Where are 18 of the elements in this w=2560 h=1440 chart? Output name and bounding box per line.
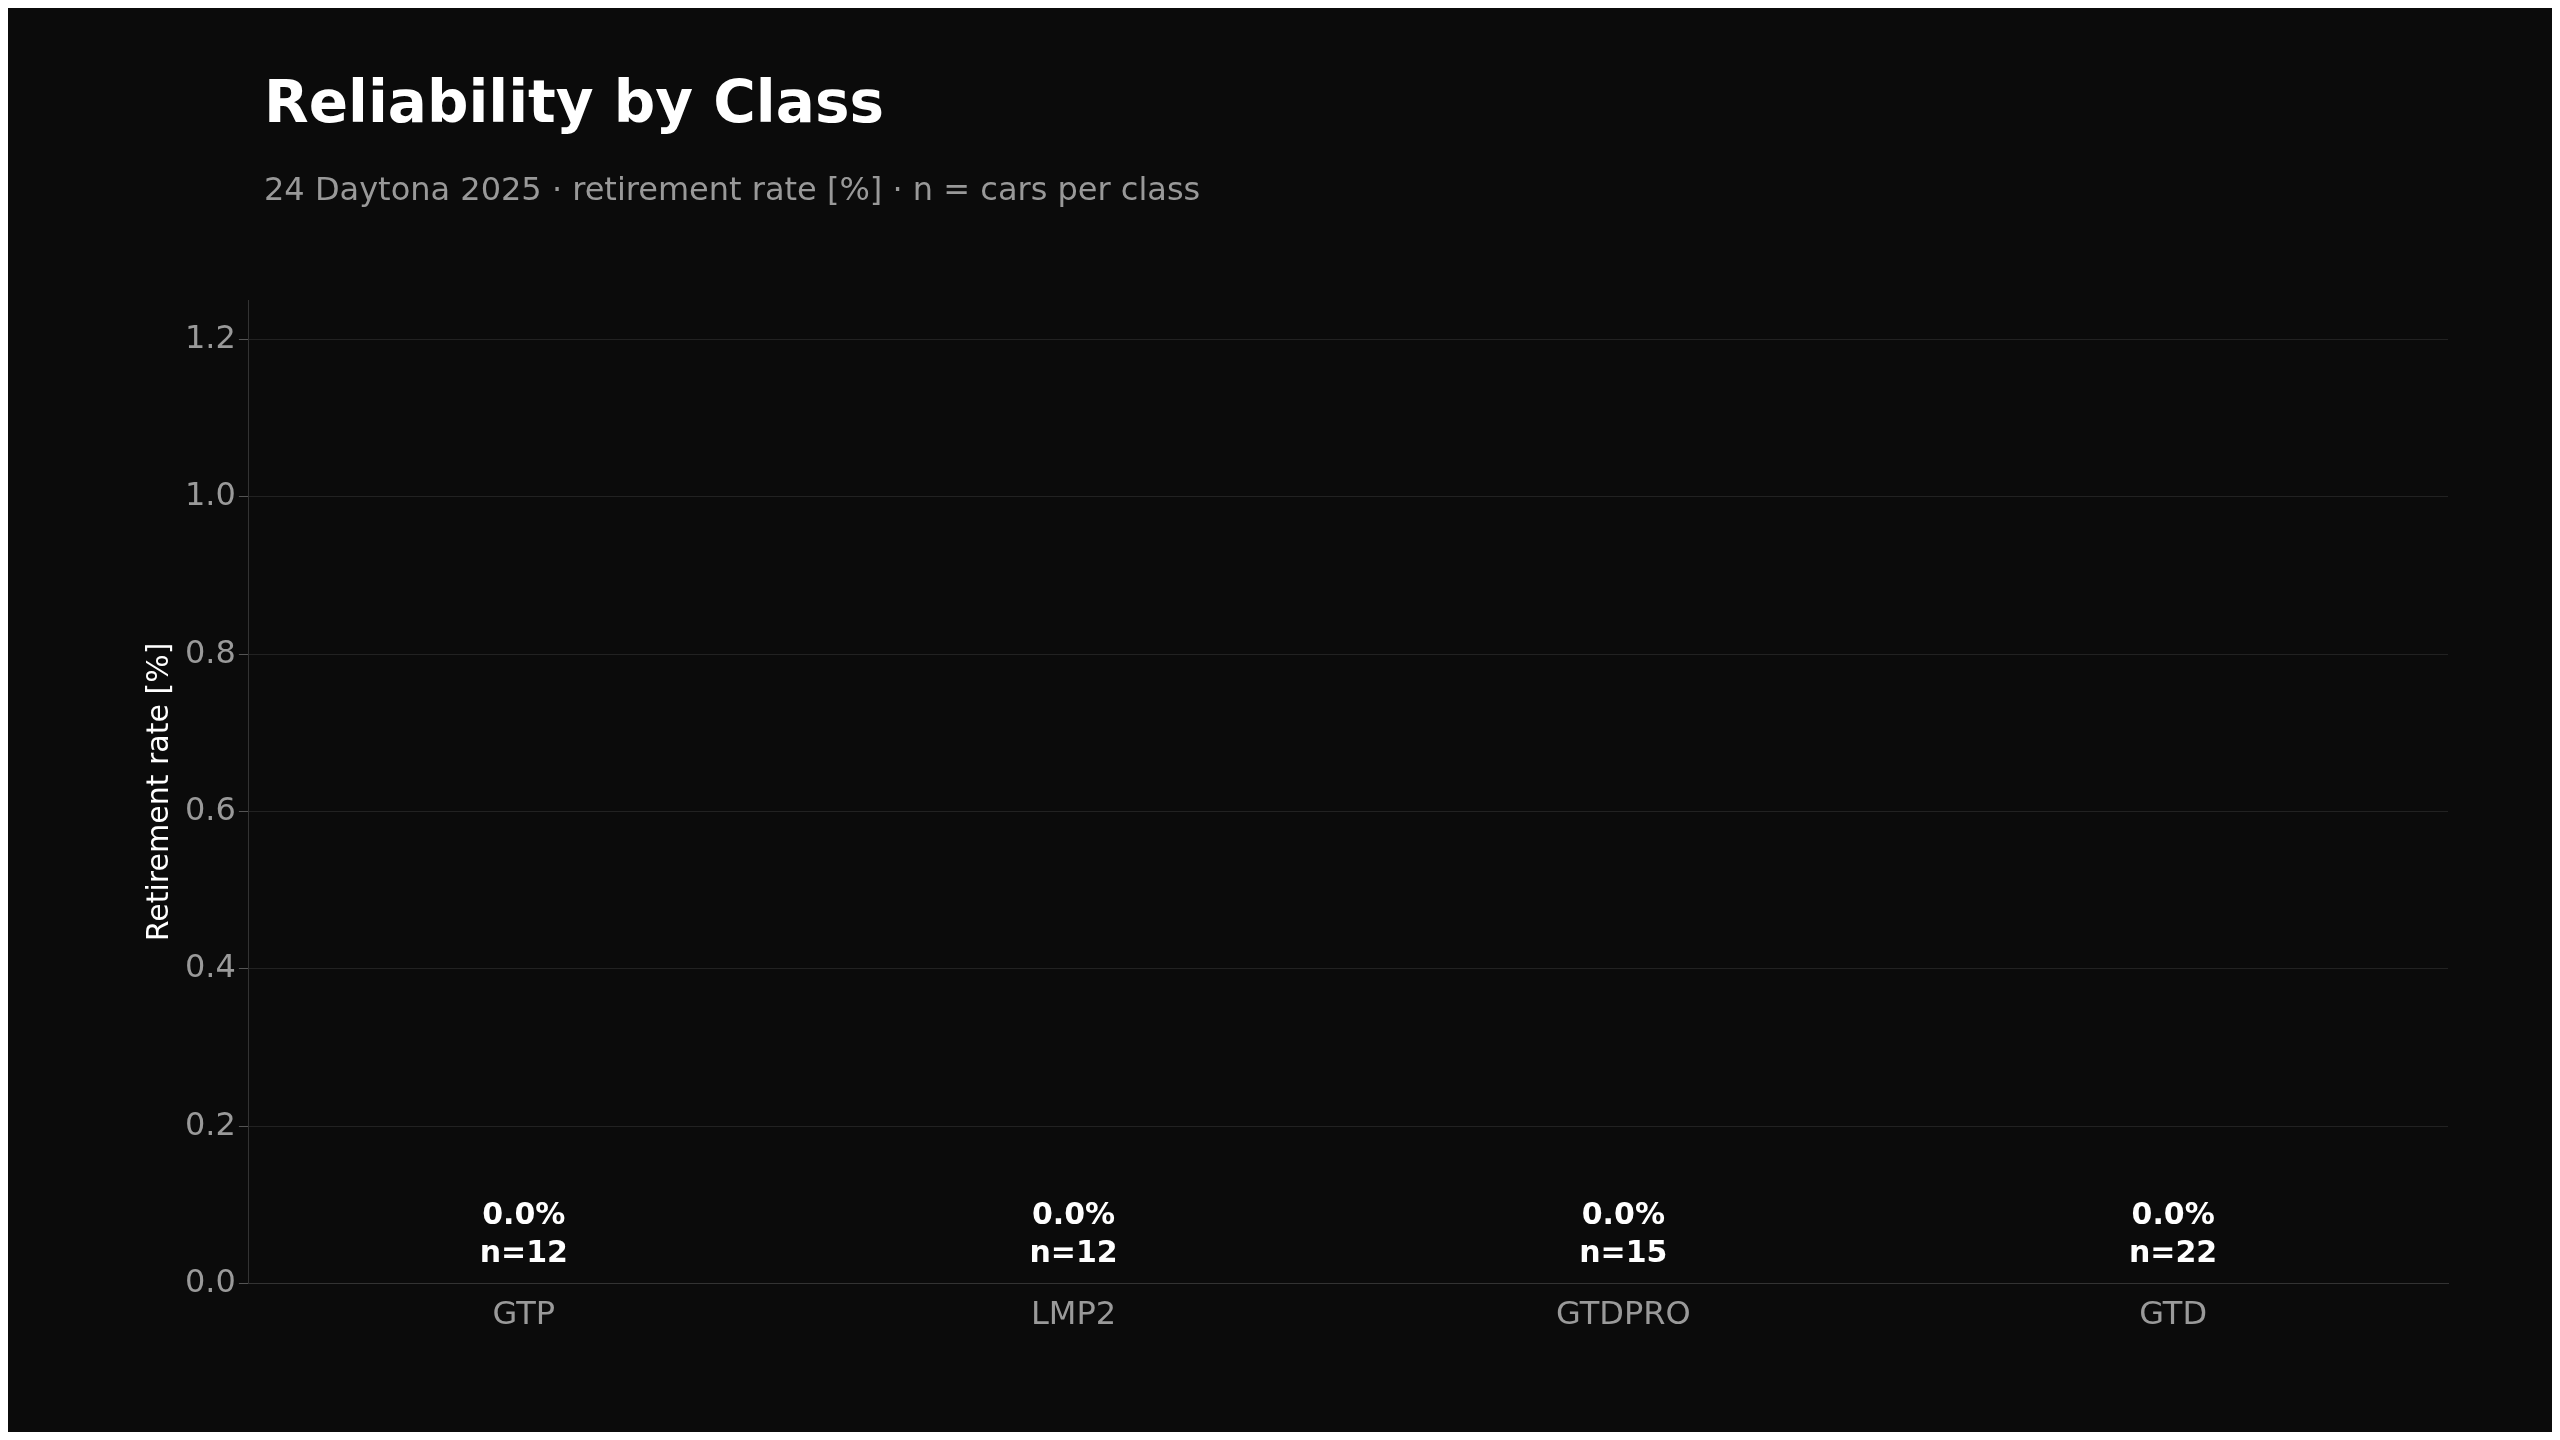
y-tick-label: 0.6 [185, 789, 236, 828]
y-tick-label: 0.2 [185, 1104, 236, 1143]
x-tick-label: GTD [2139, 1294, 2208, 1333]
chart-title: Reliability by Class [264, 68, 884, 136]
x-tick-label: GTDPRO [1556, 1294, 1691, 1333]
data-label: 0.0% n=12 [1029, 1196, 1118, 1270]
x-tick-label: GTP [492, 1294, 556, 1333]
data-label: 0.0% n=12 [479, 1196, 568, 1270]
y-tick-label: 0.0 [185, 1261, 236, 1300]
y-axis-title: Retirement rate [%] [139, 642, 175, 942]
data-label: 0.0% n=15 [1579, 1196, 1668, 1270]
y-tick-label: 1.2 [185, 317, 236, 356]
y-tick-label: 1.0 [185, 475, 236, 514]
data-label: 0.0% n=22 [2128, 1196, 2218, 1270]
y-tick-label: 0.4 [185, 947, 236, 986]
x-tick-label: LMP2 [1031, 1294, 1117, 1333]
y-tick-label: 0.8 [185, 632, 236, 671]
chart-subtitle: 24 Daytona 2025 · retirement rate [%] · n = cars per class [264, 170, 1201, 208]
